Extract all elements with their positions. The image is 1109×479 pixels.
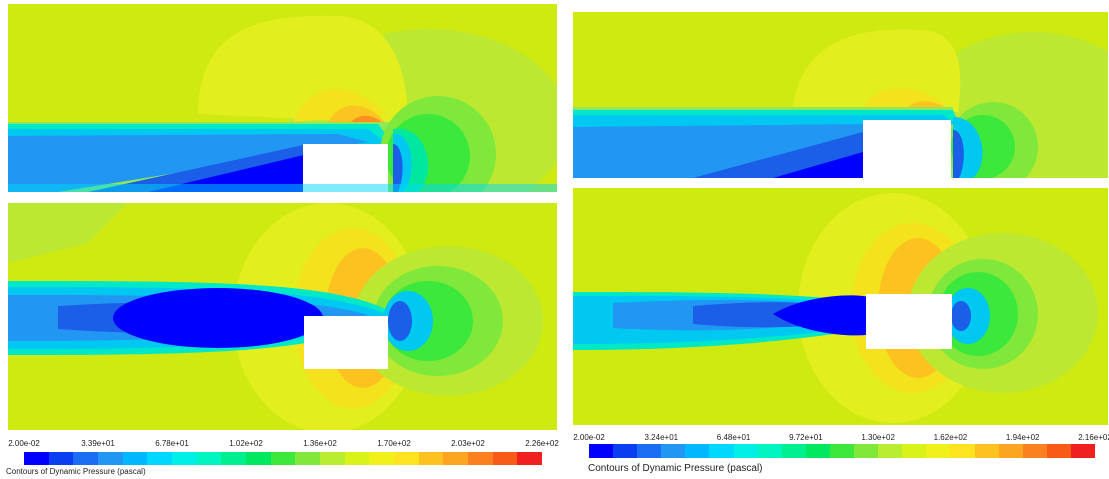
colorbar-tick-label: 2.00e-02 bbox=[8, 439, 40, 448]
colorbar-segment bbox=[781, 444, 806, 458]
colorbar-segment bbox=[48, 452, 74, 465]
colorbar-segment bbox=[344, 452, 370, 465]
colorbar-segment bbox=[854, 444, 879, 458]
colorbar-tick-label: 6.78e+01 bbox=[155, 439, 189, 448]
colorbar-segment bbox=[589, 444, 614, 458]
colorbar-segment bbox=[98, 452, 123, 465]
colorbar-segment bbox=[73, 452, 99, 465]
right-colorbar-ticks: 2.00e-02 3.24e+01 6.48e+01 9.72e+01 1.30… bbox=[573, 433, 1109, 445]
left-colorbar-ticks: 2.00e-02 3.39e+01 6.78e+01 1.02e+02 1.36… bbox=[8, 439, 559, 451]
colorbar-segment bbox=[196, 452, 222, 465]
colorbar-tick-label: 2.00e-02 bbox=[573, 433, 605, 442]
colorbar-segment bbox=[443, 452, 469, 465]
colorbar-segment bbox=[757, 444, 782, 458]
colorbar-tick-label: 1.02e+02 bbox=[229, 439, 263, 448]
colorbar-segment bbox=[998, 444, 1023, 458]
colorbar-segment bbox=[122, 452, 148, 465]
colorbar-segment bbox=[24, 452, 49, 465]
colorbar-segment bbox=[974, 444, 999, 458]
contour-graphic bbox=[8, 4, 557, 192]
contour-plot-bottom-left bbox=[8, 203, 557, 430]
left-colorbar-title: Contours of Dynamic Pressure (pascal) bbox=[6, 467, 146, 476]
colorbar-tick-label: 3.24e+01 bbox=[644, 433, 679, 442]
colorbar-segment bbox=[637, 444, 662, 458]
contour-plot-bottom-right bbox=[573, 188, 1108, 425]
left-colorbar bbox=[24, 452, 543, 465]
colorbar-tick-label: 1.94e+02 bbox=[1005, 433, 1040, 442]
colorbar-segment bbox=[492, 452, 518, 465]
colorbar-segment bbox=[270, 452, 296, 465]
colorbar-segment bbox=[1046, 444, 1071, 458]
colorbar-segment bbox=[394, 452, 419, 465]
colorbar-tick-label: 1.30e+02 bbox=[861, 433, 895, 442]
colorbar-segment bbox=[613, 444, 638, 458]
colorbar-segment bbox=[147, 452, 173, 465]
colorbar-segment bbox=[733, 444, 758, 458]
colorbar-segment bbox=[661, 444, 686, 458]
right-colorbar-title: Contours of Dynamic Pressure (pascal) bbox=[588, 463, 763, 474]
colorbar-segment bbox=[709, 444, 734, 458]
colorbar-segment bbox=[468, 452, 493, 465]
contour-graphic bbox=[573, 188, 1108, 425]
colorbar-tick-label: 1.70e+02 bbox=[377, 439, 411, 448]
colorbar-tick-label: 2.03e+02 bbox=[451, 439, 485, 448]
colorbar-segment bbox=[685, 444, 710, 458]
colorbar-segment bbox=[246, 452, 271, 465]
contour-graphic bbox=[8, 203, 557, 430]
colorbar-segment bbox=[1022, 444, 1047, 458]
colorbar-segment bbox=[172, 452, 197, 465]
colorbar-segment bbox=[926, 444, 951, 458]
right-colorbar bbox=[589, 444, 1095, 458]
colorbar-tick-label: 2.16e+02 bbox=[1078, 433, 1109, 442]
colorbar-segment bbox=[517, 452, 543, 465]
colorbar-segment bbox=[369, 452, 395, 465]
contour-plot-top-right bbox=[573, 12, 1108, 178]
colorbar-tick-label: 1.62e+02 bbox=[933, 433, 968, 442]
colorbar-tick-label: 2.26e+02 bbox=[525, 439, 559, 448]
colorbar-segment bbox=[950, 444, 975, 458]
colorbar-tick-label: 3.39e+01 bbox=[81, 439, 115, 448]
colorbar-segment bbox=[320, 452, 345, 465]
colorbar-segment bbox=[878, 444, 903, 458]
colorbar-segment bbox=[295, 452, 321, 465]
colorbar-segment bbox=[829, 444, 855, 458]
contour-plot-top-left bbox=[8, 4, 557, 192]
colorbar-tick-label: 1.36e+02 bbox=[303, 439, 337, 448]
colorbar-segment bbox=[221, 452, 247, 465]
colorbar-segment bbox=[805, 444, 830, 458]
contour-graphic bbox=[573, 12, 1108, 178]
colorbar-segment bbox=[902, 444, 927, 458]
colorbar-tick-label: 9.72e+01 bbox=[789, 433, 823, 442]
colorbar-tick-label: 6.48e+01 bbox=[716, 433, 751, 442]
colorbar-segment bbox=[1070, 444, 1095, 458]
colorbar-segment bbox=[418, 452, 444, 465]
